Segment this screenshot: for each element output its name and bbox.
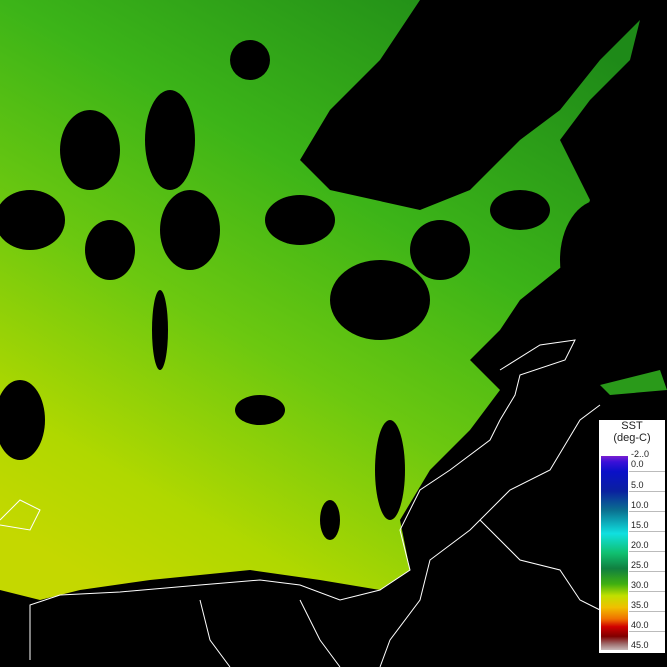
coastline bbox=[0, 339, 601, 667]
legend-title: SST (deg-C) bbox=[599, 420, 665, 444]
legend-tick: 40.0 bbox=[629, 612, 665, 632]
legend-tick: 30.0 bbox=[629, 572, 665, 592]
legend-tick: 15.0 bbox=[629, 512, 665, 532]
legend-tick: 5.0 bbox=[629, 472, 665, 492]
legend-tick: 0.0 bbox=[629, 456, 665, 472]
sst-ocean-area bbox=[0, 0, 640, 600]
sst-east-patch bbox=[600, 370, 667, 395]
legend-unit: (deg-C) bbox=[613, 432, 651, 444]
legend-tick: 10.0 bbox=[629, 492, 665, 512]
cloud-mask bbox=[0, 40, 640, 540]
legend-tick: 20.0 bbox=[629, 532, 665, 552]
legend-tick: 35.0 bbox=[629, 592, 665, 612]
legend-variable: SST bbox=[621, 420, 643, 432]
legend-tick: 25.0 bbox=[629, 552, 665, 572]
color-scale-bar bbox=[601, 456, 628, 650]
legend-tick: 45.0 bbox=[631, 640, 649, 650]
legend-tick: -2..0 bbox=[631, 449, 650, 459]
sst-legend: SST (deg-C) -2..0 0.0 5.0 10.0 15.0 20.0… bbox=[599, 420, 665, 653]
